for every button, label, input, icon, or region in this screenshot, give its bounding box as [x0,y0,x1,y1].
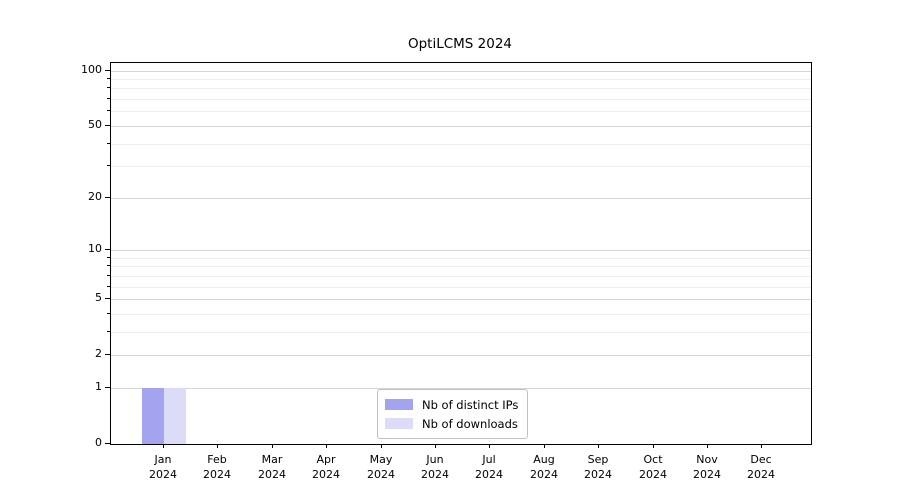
gridline-minor [111,111,811,112]
y-tick-mark [105,443,110,444]
legend-label: Nb of downloads [422,416,518,431]
y-minor-tick-mark [107,331,110,332]
gridline-minor [111,99,811,100]
plot-area [110,62,812,445]
x-tick-mark [544,444,545,448]
y-tick-mark [105,249,110,250]
gridline-minor [111,79,811,80]
bar-nb-of-downloads [164,388,186,444]
y-tick-label: 5 [95,291,102,304]
y-minor-tick-mark [107,110,110,111]
legend-swatch-icon [385,418,413,429]
legend-swatch-icon [385,399,413,410]
x-tick-mark [326,444,327,448]
legend-label: Nb of distinct IPs [422,397,519,412]
x-tick-label: Apr 2024 [312,453,340,481]
x-tick-label: Nov 2024 [693,453,721,481]
y-minor-tick-mark [107,286,110,287]
bar-nb-of-distinct-ips [142,388,164,444]
x-tick-mark [217,444,218,448]
gridline-minor [111,332,811,333]
gridline-major [111,388,811,389]
y-tick-mark [105,70,110,71]
gridline-minor [111,258,811,259]
x-tick-label: Aug 2024 [530,453,558,481]
x-tick-mark [489,444,490,448]
legend-item: Nb of distinct IPs [385,395,518,414]
x-tick-mark [163,444,164,448]
y-minor-tick-mark [107,78,110,79]
y-tick-mark [105,387,110,388]
gridline-major [111,299,811,300]
x-tick-label: Jan 2024 [149,453,177,481]
y-minor-tick-mark [107,98,110,99]
x-tick-mark [653,444,654,448]
legend-item: Nb of downloads [385,414,518,433]
y-tick-label: 2 [95,347,102,360]
x-tick-label: Oct 2024 [639,453,667,481]
x-tick-label: Mar 2024 [258,453,286,481]
y-tick-mark [105,354,110,355]
y-tick-label: 50 [88,118,102,131]
gridline-minor [111,144,811,145]
x-tick-label: Sep 2024 [584,453,612,481]
x-tick-mark [761,444,762,448]
y-minor-tick-mark [107,265,110,266]
chart-title: OptiLCMS 2024 [407,36,513,52]
gridline-major [111,126,811,127]
gridline-minor [111,166,811,167]
y-tick-label: 0 [95,436,102,449]
legend: Nb of distinct IPs Nb of downloads [377,389,529,439]
gridline-major [111,71,811,72]
y-tick-mark [105,298,110,299]
gridline-major [111,198,811,199]
x-tick-label: Jun 2024 [421,453,449,481]
y-tick-label: 10 [88,242,102,255]
x-tick-mark [272,444,273,448]
x-tick-label: May 2024 [367,453,395,481]
x-tick-label: Dec 2024 [747,453,775,481]
y-minor-tick-mark [107,143,110,144]
y-minor-tick-mark [107,257,110,258]
gridline-minor [111,287,811,288]
y-tick-label: 20 [88,190,102,203]
x-tick-label: Jul 2024 [475,453,503,481]
x-tick-label: Feb 2024 [203,453,231,481]
x-tick-mark [435,444,436,448]
x-tick-mark [598,444,599,448]
gridline-minor [111,266,811,267]
y-minor-tick-mark [107,275,110,276]
gridline-minor [111,88,811,89]
y-minor-tick-mark [107,165,110,166]
y-tick-label: 100 [81,63,102,76]
gridline-major [111,250,811,251]
x-tick-mark [381,444,382,448]
y-tick-mark [105,197,110,198]
gridline-major [111,355,811,356]
gridline-minor [111,276,811,277]
gridline-minor [111,314,811,315]
y-tick-mark [105,125,110,126]
x-tick-mark [707,444,708,448]
y-tick-label: 1 [95,380,102,393]
y-minor-tick-mark [107,313,110,314]
y-minor-tick-mark [107,87,110,88]
